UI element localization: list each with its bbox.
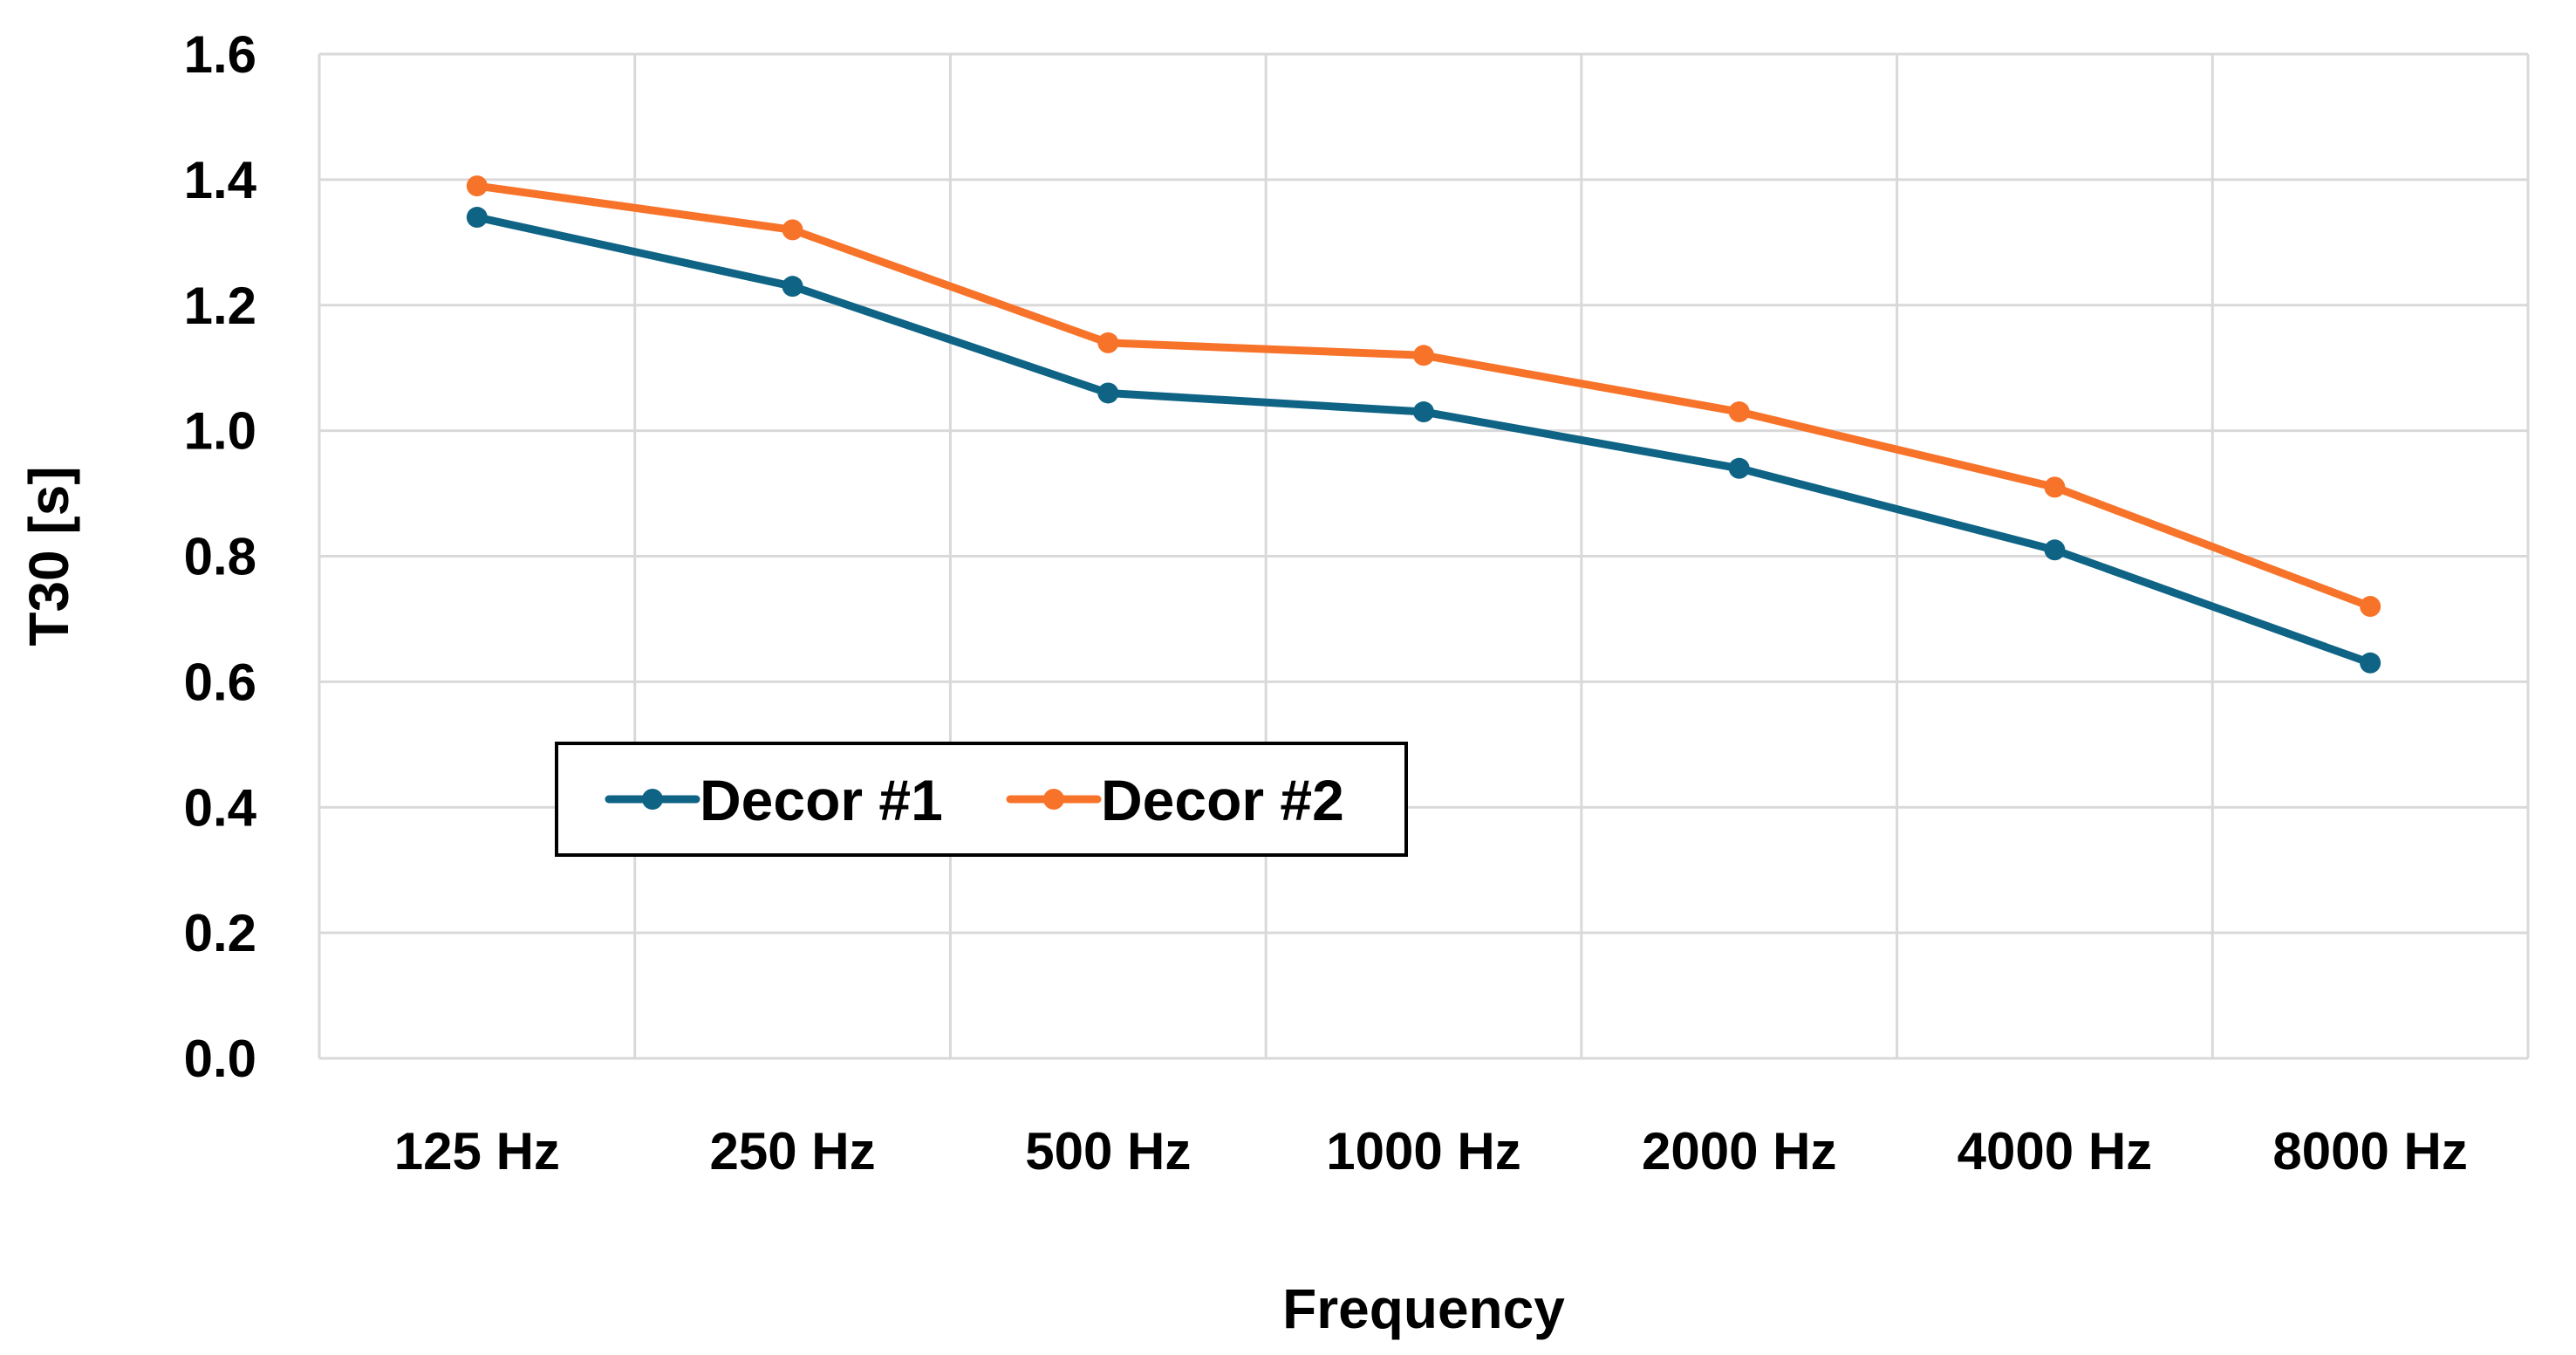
data-point: [782, 219, 803, 241]
x-tick-label: 4000 Hz: [1958, 1122, 2152, 1180]
legend-marker: [642, 789, 663, 810]
data-point: [1728, 401, 1750, 423]
data-point: [1728, 457, 1750, 479]
data-point: [782, 276, 803, 298]
data-point: [2360, 596, 2381, 618]
legend-marker: [1043, 789, 1064, 810]
gridlines: [318, 52, 2530, 1060]
x-tick-label: 125 Hz: [394, 1122, 560, 1180]
legend: Decor #1 Decor #2: [555, 742, 1408, 857]
x-tick-label: 500 Hz: [1025, 1122, 1191, 1180]
y-tick-label: 1.4: [184, 151, 257, 209]
y-tick-label: 0.6: [184, 653, 256, 711]
data-point: [466, 207, 488, 229]
series-decor-2: [466, 175, 2381, 618]
y-tick-label: 0.2: [184, 904, 256, 962]
legend-label: Decor #1: [700, 768, 943, 832]
series-line: [473, 181, 2374, 611]
y-tick-label: 1.0: [184, 402, 256, 461]
x-axis-title: Frequency: [1282, 1277, 1565, 1340]
y-axis-title: T30 [s]: [17, 466, 80, 646]
x-tick-label: 8000 Hz: [2272, 1122, 2467, 1180]
data-point: [2044, 476, 2066, 498]
data-point: [2044, 539, 2066, 561]
x-tick-label: 2000 Hz: [1642, 1122, 1836, 1180]
series-group: [466, 175, 2381, 674]
x-tick-label: 1000 Hz: [1326, 1122, 1520, 1180]
axes: 0.0 0.2 0.4 0.6 0.8 1.0 1.2 1.4 1.6 125 Hz 250 Hz 5…: [184, 25, 2468, 1180]
y-tick-label: 0.8: [184, 528, 256, 586]
x-tick-label: 250 Hz: [710, 1122, 876, 1180]
y-tick-label: 1.6: [184, 25, 256, 84]
data-point: [466, 175, 488, 197]
y-tick-label: 0.0: [184, 1030, 256, 1088]
data-point: [1097, 332, 1119, 353]
y-tick-label: 0.4: [184, 778, 257, 837]
y-tick-label: 1.2: [184, 277, 256, 335]
legend-label: Decor #2: [1101, 768, 1344, 832]
data-point: [1097, 382, 1119, 404]
data-point: [2360, 652, 2381, 674]
series-decor-1: [466, 207, 2381, 674]
data-point: [1413, 401, 1434, 423]
legend-items: Decor #1 Decor #2: [605, 768, 1344, 832]
data-point: [1413, 345, 1434, 366]
series-line: [473, 213, 2374, 667]
